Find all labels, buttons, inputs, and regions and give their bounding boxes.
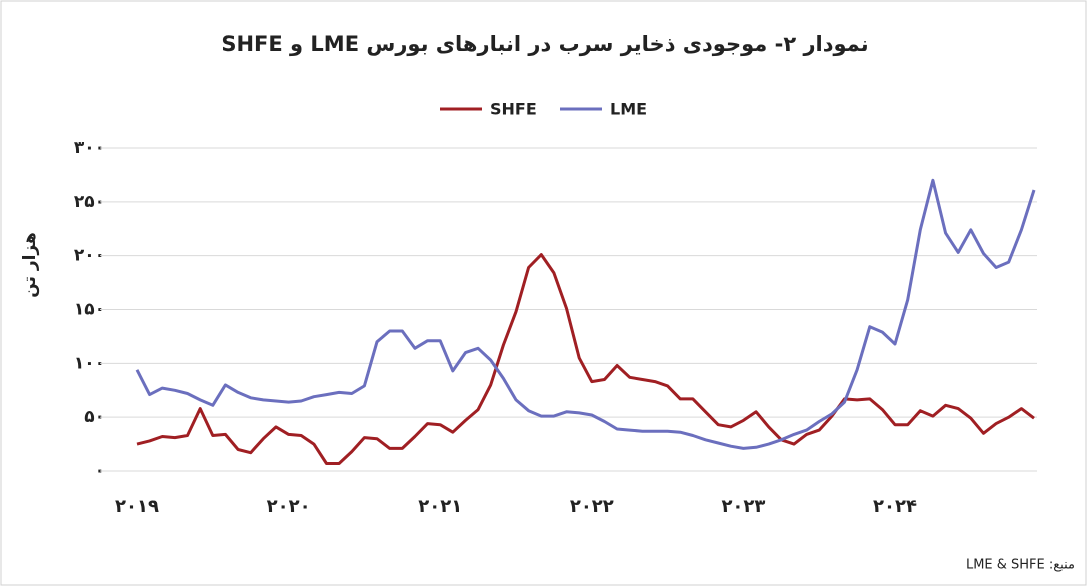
source: منبع: LME & SHFE xyxy=(966,558,1075,573)
y-tick-label: ۲۰۰ xyxy=(74,246,105,266)
chart-title: نمودار ۲- موجودی ذخایر سرب در انبارهای ب… xyxy=(221,32,868,56)
x-tick-label: ۲۰۲۴ xyxy=(873,496,917,517)
x-tick-label: ۲۰۲۱ xyxy=(418,496,462,517)
x-tick-label: ۲۰۲۰ xyxy=(267,496,311,517)
x-tick-label: ۲۰۲۲ xyxy=(570,496,614,517)
y-tick-label: ۳۰۰ xyxy=(74,138,105,158)
legend-label: LME xyxy=(610,100,647,119)
y-tick-label: ۲۵۰ xyxy=(74,192,105,212)
line-series xyxy=(136,253,1035,465)
legend-label: SHFE xyxy=(490,100,537,119)
y-axis-label: هزار تن xyxy=(20,232,40,298)
x-tick-label: ۲۰۱۹ xyxy=(115,496,159,517)
line-series xyxy=(135,178,1036,450)
y-tick-label: ۱۵۰ xyxy=(74,300,105,320)
y-tick-label: ۱۰۰ xyxy=(74,353,105,373)
x-tick-label: ۲۰۲۳ xyxy=(721,496,765,517)
y-tick-label: ۰ xyxy=(95,461,105,481)
y-tick-label: ۵۰ xyxy=(84,407,105,427)
